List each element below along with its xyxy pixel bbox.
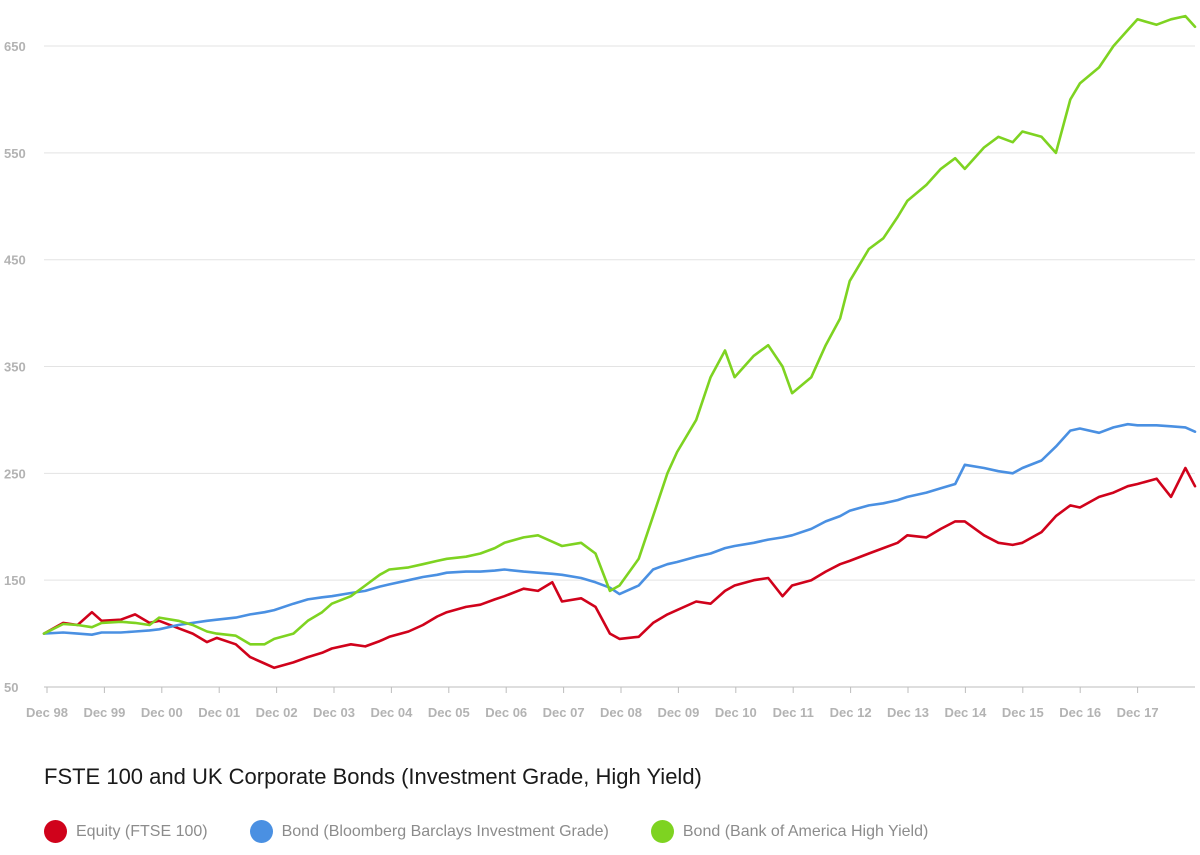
investment-grade-bond-line [42, 422, 1197, 637]
x-tick-label: Dec 12 [830, 705, 872, 720]
x-tick-label: Dec 04 [370, 705, 413, 720]
x-tick-label: Dec 15 [1002, 705, 1044, 720]
y-tick-label: 250 [4, 466, 26, 481]
x-tick-label: Dec 13 [887, 705, 929, 720]
x-tick-label: Dec 05 [428, 705, 470, 720]
x-tick-label: Dec 02 [256, 705, 298, 720]
legend-item-investment-grade: Bond (Bloomberg Barclays Investment Grad… [249, 820, 609, 843]
x-tick-label: Dec 99 [83, 705, 125, 720]
legend-swatch-equity [44, 820, 67, 843]
gridlines [44, 45, 1195, 581]
equity-ftse-100-line [42, 466, 1197, 670]
y-tick-label: 550 [4, 146, 26, 161]
x-tick-label: Dec 09 [657, 705, 699, 720]
x-tick-label: Dec 17 [1117, 705, 1159, 720]
line-chart: 50 150 250 350 450 550 650 Dec 98 Dec 99 Dec 00 De… [4, 14, 1197, 720]
y-tick-label: 150 [4, 573, 26, 588]
x-tick-label: Dec 07 [543, 705, 585, 720]
legend-swatch-high-yield [650, 820, 674, 843]
y-tick-label: 450 [4, 253, 26, 268]
legend-item-equity: Equity (FTSE 100) [44, 820, 208, 843]
series-lines [42, 14, 1197, 670]
high-yield-bond-line [42, 14, 1197, 646]
x-tick-label: Dec 00 [141, 705, 183, 720]
legend-label-high-yield: Bond (Bank of America High Yield) [682, 822, 929, 840]
axes: 50 150 250 350 450 550 650 Dec 98 Dec 99 Dec 00 De… [4, 39, 1195, 720]
x-tick-label: Dec 11 [773, 705, 814, 720]
x-tick-label: Dec 08 [600, 705, 642, 720]
legend-swatch-investment-grade [249, 820, 273, 843]
x-tick-label: Dec 03 [313, 705, 355, 720]
legend: Equity (FTSE 100) Bond (Bloomberg Barcla… [44, 820, 970, 843]
legend-label-equity: Equity (FTSE 100) [76, 822, 208, 840]
chart-title: FSTE 100 and UK Corporate Bonds (Investm… [44, 764, 702, 789]
x-tick-label: Dec 06 [485, 705, 527, 720]
x-tick-label: Dec 10 [715, 705, 757, 720]
legend-label-investment-grade: Bond (Bloomberg Barclays Investment Grad… [281, 822, 609, 840]
y-tick-label: 50 [4, 680, 18, 695]
legend-item-high-yield: Bond (Bank of America High Yield) [650, 820, 929, 843]
y-tick-label: 650 [4, 39, 26, 54]
x-tick-label: Dec 01 [198, 705, 240, 720]
y-tick-label: 350 [4, 360, 26, 375]
x-tick-label: Dec 14 [944, 705, 987, 720]
x-tick-label: Dec 98 [26, 705, 68, 720]
x-tick-label: Dec 16 [1059, 705, 1101, 720]
